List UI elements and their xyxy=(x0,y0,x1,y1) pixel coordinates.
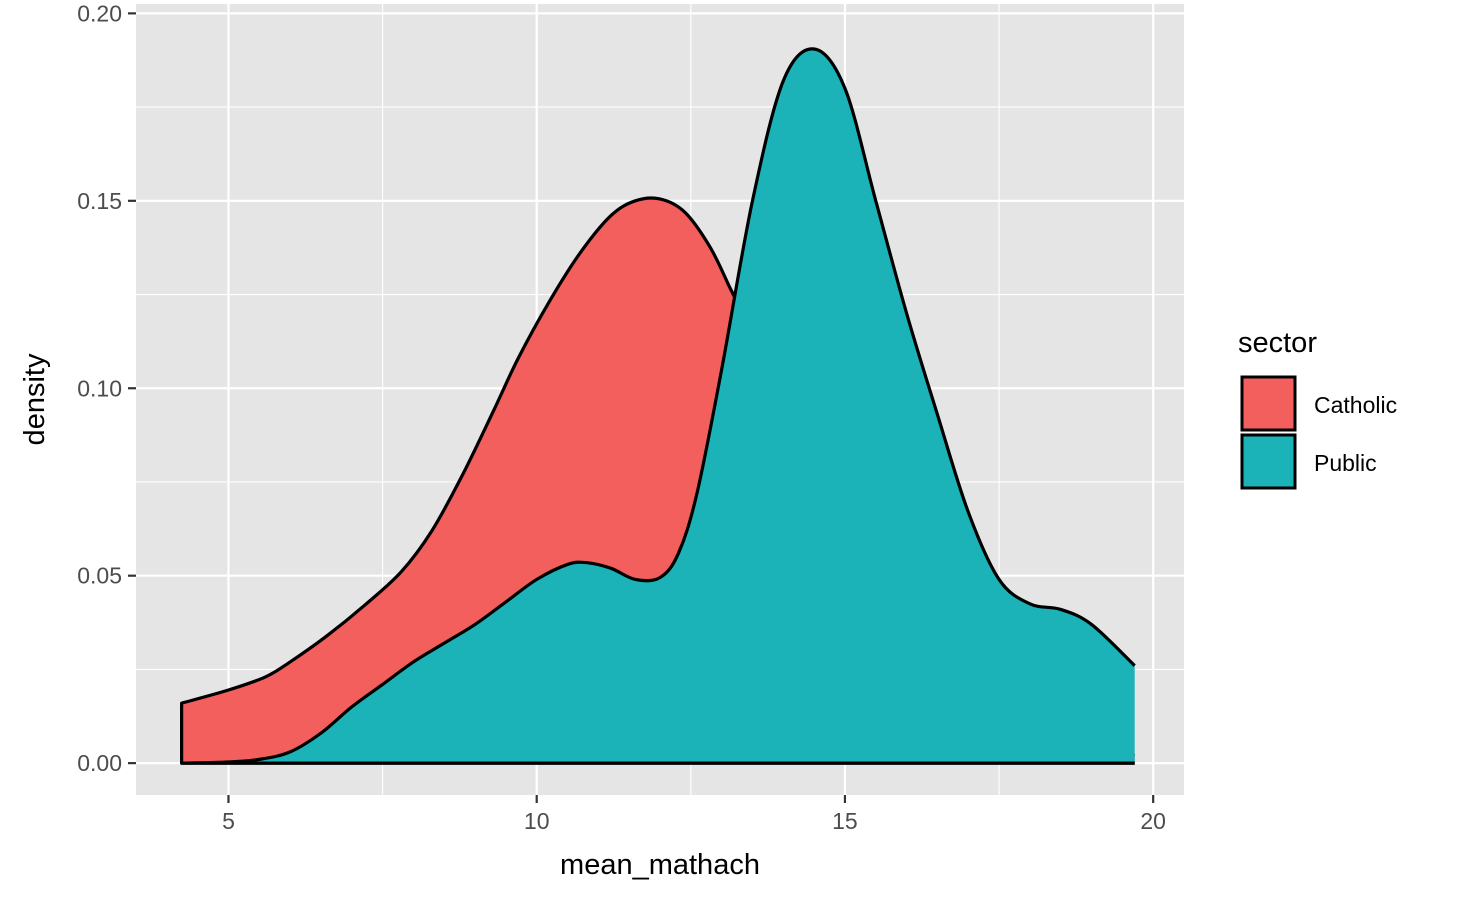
y-tick-label: 0.20 xyxy=(77,0,122,26)
y-tick-label: 0.05 xyxy=(77,563,122,589)
density-outline-public xyxy=(180,47,1136,765)
y-tick-label: 0.10 xyxy=(77,375,122,401)
legend-label-catholic: Catholic xyxy=(1314,392,1397,418)
legend-key-public xyxy=(1240,433,1297,490)
x-tick-label: 20 xyxy=(1140,808,1166,834)
legend: sector Catholic Public xyxy=(1238,327,1397,490)
legend-title: sector xyxy=(1238,327,1317,359)
density-area-catholic xyxy=(181,197,1135,764)
y-tick-label: 0.15 xyxy=(77,188,122,214)
y-axis-title: density xyxy=(19,353,51,445)
x-tick-label: 10 xyxy=(524,808,550,834)
density-area-public xyxy=(181,48,1135,764)
x-tick-label: 5 xyxy=(222,808,235,834)
legend-label-public: Public xyxy=(1314,450,1377,476)
x-tick-label: 15 xyxy=(832,808,858,834)
x-axis-title: mean_mathach xyxy=(560,849,760,881)
y-tick-label: 0.00 xyxy=(77,750,122,776)
legend-key-catholic xyxy=(1240,375,1297,432)
